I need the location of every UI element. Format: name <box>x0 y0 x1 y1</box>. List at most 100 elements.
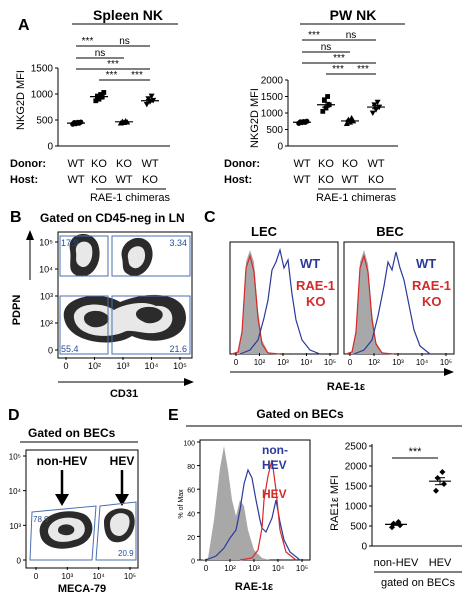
panel-e-xtick-tick-label: 10³ <box>248 564 260 573</box>
panel-b-xtick-tick-label: 10³ <box>116 361 129 371</box>
panel-b-xlabel: CD31 <box>110 388 138 400</box>
pw-ytick-tick-label: 1500 <box>261 92 284 103</box>
pw-host-value: KO <box>368 174 384 186</box>
panel-e-xtick-tick-label: 0 <box>204 564 209 573</box>
panel-e-ytick-tick-label: 100 <box>183 441 195 448</box>
spleen-point <box>148 93 155 100</box>
gate-nonhev <box>29 505 97 561</box>
panel-letter-d: D <box>8 407 20 424</box>
pw-host-value: KO <box>318 174 334 186</box>
panel-e-ytick-tick-label: 0 <box>191 559 195 566</box>
spleen-point <box>101 90 107 95</box>
bec-xtick-label: 10⁵ <box>440 358 452 367</box>
panel-c-x-arrowhead <box>444 368 454 376</box>
panel-e-xtick-tick-label: 10² <box>224 564 236 573</box>
panel-d-xtick-tick-label: 10³ <box>62 572 74 581</box>
panel-letter-e: E <box>168 407 179 424</box>
pw-point <box>369 110 376 116</box>
pw-donor-value: WT <box>367 158 384 170</box>
pw-donor-value: WT <box>293 158 310 170</box>
pw-ytick-tick-label: 500 <box>266 125 283 136</box>
pw-sig-label: *** <box>357 64 369 75</box>
bec-xtick-label: 10⁴ <box>416 358 429 367</box>
pw-host-value: WT <box>293 174 310 186</box>
lec-xtick-tick-label: 10⁴ <box>300 358 313 367</box>
panel-d-plot-frame <box>25 449 139 569</box>
panel-e-scatter-point <box>433 487 439 494</box>
contour-hev-inner <box>110 513 130 536</box>
spleen-donor-value: KO <box>116 158 132 170</box>
panel-d-ytick-tick-label: 10³ <box>9 522 21 531</box>
spleen-donor-value: WT <box>141 158 158 170</box>
lec-legend-wt: WT <box>300 256 320 271</box>
panel-e-legend-hev: HEV <box>262 487 287 501</box>
pw-point <box>348 114 355 121</box>
contour-top-left-inner <box>75 241 93 268</box>
pw-sig-label: ns <box>321 42 332 53</box>
panel-b-title: Gated on CD45-neg in LN <box>40 211 185 225</box>
spleen-ylabel: NKG2D MFI <box>15 70 27 130</box>
panel-e-xlabel: RAE-1ε <box>235 581 274 593</box>
panel-e-legend-nonhev-1: non- <box>262 443 288 457</box>
bec-wt-line <box>353 251 431 355</box>
contour-top-right-inner <box>127 246 146 269</box>
quadrant-bottom-left: 55.4 <box>61 344 79 354</box>
panel-d-xlabel: MECA-79 <box>58 583 106 595</box>
pw-point <box>320 108 326 114</box>
panel-e-scatter-ytick-tick-label: 500 <box>350 522 367 533</box>
contour-bottom-core-left <box>84 310 109 328</box>
bec-legend-ko-2: KO <box>422 294 442 309</box>
panel-e-cat-nonhev: non-HEV <box>374 557 419 569</box>
panel-e-scatter-ytick-tick-label: 2500 <box>345 442 368 453</box>
host-label-left: Host: <box>10 174 38 186</box>
panel-e-ylabel: % of Max <box>178 489 185 519</box>
panel-d-hev: HEV <box>110 454 135 468</box>
panel-e-title: Gated on BECs <box>256 407 344 421</box>
panel-b-y-arrowhead <box>26 230 34 240</box>
bec-xtick-label: 10² <box>368 358 380 367</box>
pw-host-value: WT <box>341 174 358 186</box>
lec-xtick-tick-label: 10⁵ <box>324 358 336 367</box>
pw-point <box>323 105 329 111</box>
panel-e-footer: gated on BECs <box>381 577 455 589</box>
panel-e-ytick-tick-label: 40 <box>187 511 195 518</box>
panel-b-ylabel: PDPN <box>11 295 23 326</box>
panel-e-ytick-tick-label: 20 <box>187 535 195 542</box>
spleen-donor-row: WT WT KO KO KO WT WT KO <box>67 158 158 186</box>
quadrant-bottom-right: 21.6 <box>169 344 187 354</box>
panel-e-xtick-tick-label: 10⁵ <box>296 564 308 573</box>
spleen-point <box>93 98 99 104</box>
panel-b-x-arrowhead <box>184 378 194 386</box>
bec-histogram-frame <box>343 241 455 355</box>
spleen-sig-label: *** <box>131 70 143 81</box>
panel-e-hev-line <box>239 459 297 561</box>
lec-legend-ko-1: RAE-1 <box>296 278 335 293</box>
donor-label-right: Donor: <box>224 158 260 170</box>
contour-bottom-core-right <box>136 306 163 324</box>
panel-e-yticks: 100 80 60 40 20 0 <box>183 441 200 566</box>
panel-e-scatter-point <box>439 469 446 475</box>
panel-e-nonhev-line <box>205 468 301 561</box>
contour-nonhev-core <box>58 524 75 536</box>
lec-wt-line <box>239 247 321 355</box>
lec-xtick-tick-label: 10³ <box>277 358 289 367</box>
pw-chimeras: RAE-1 chimeras <box>316 192 397 204</box>
spleen-yticks: 1500 1000 500 0 <box>31 64 58 153</box>
spleen-point <box>98 92 103 97</box>
spleen-title: Spleen NK <box>93 7 163 23</box>
spleen-ytick-tick-label: 1500 <box>31 64 54 75</box>
panel-b-plot-frame <box>57 231 193 359</box>
spleen-sig-label: ns <box>119 36 130 47</box>
panel-d-xtick-tick-label: 0 <box>34 572 39 581</box>
bec-ko-line <box>345 253 395 355</box>
gate-top-right <box>111 235 191 277</box>
lec-isotype-fill <box>232 250 276 354</box>
bec-legend-wt: WT <box>416 256 436 271</box>
panel-c-bec-title: BEC <box>376 224 404 239</box>
panel-b-xtick-tick-label: 10⁵ <box>173 361 187 371</box>
panel-b-xtick-tick-label: 10² <box>88 361 101 371</box>
pw-donor-row: WT WT KO KO KO WT WT KO <box>293 158 384 186</box>
spleen-host-value: WT <box>115 174 132 186</box>
panel-d-contours <box>39 508 135 549</box>
